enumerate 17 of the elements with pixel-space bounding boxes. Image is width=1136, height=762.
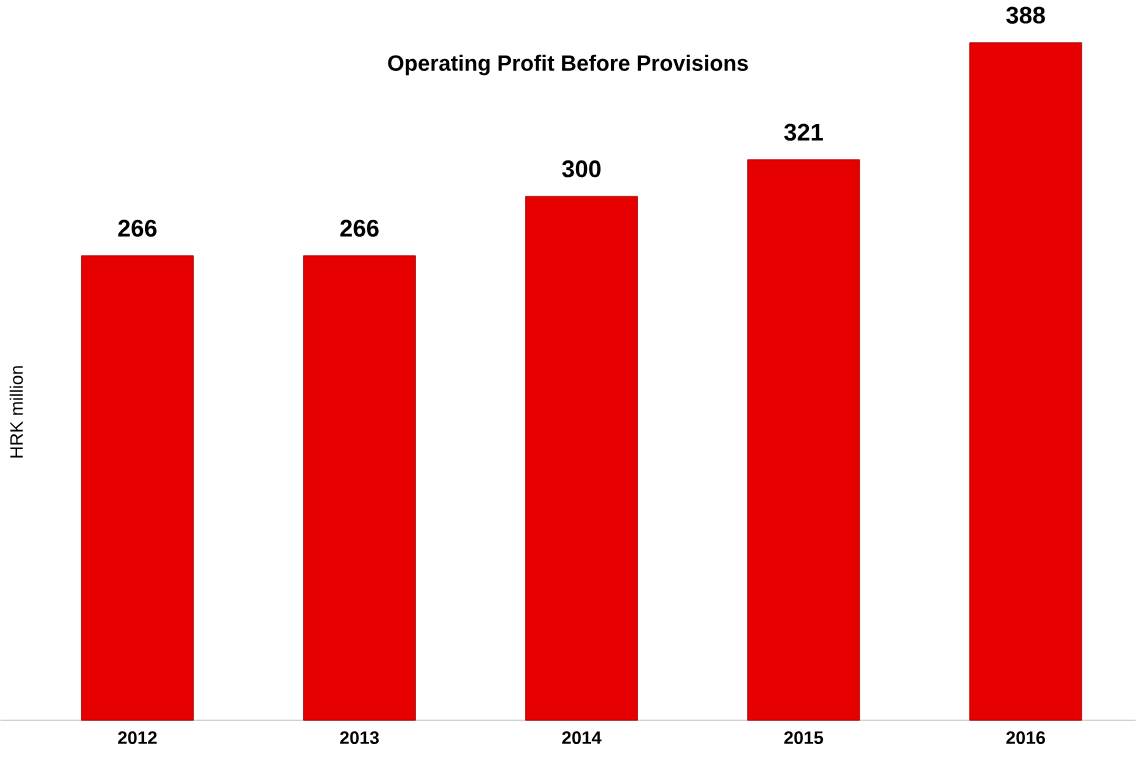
y-axis-title: HRK million: [9, 366, 23, 458]
bar: [747, 159, 860, 721]
x-tick-label: 2014: [562, 731, 602, 744]
text: Operating Profit Before Provisions: [388, 54, 748, 76]
x-tick-label: 2013: [340, 731, 379, 744]
x-tick-label: 2016: [1006, 731, 1046, 744]
bar: [81, 255, 194, 721]
data-label: 266: [340, 219, 379, 237]
data-label: 266: [118, 219, 157, 237]
data-label: 321: [784, 123, 823, 141]
bar: [969, 42, 1083, 721]
x-tick-label: 2012: [118, 731, 157, 744]
x-tick-label: 2015: [784, 731, 824, 744]
bar: [525, 195, 638, 721]
data-label: 300: [562, 160, 601, 178]
data-label: 388: [1006, 6, 1045, 24]
bar: [303, 255, 416, 721]
